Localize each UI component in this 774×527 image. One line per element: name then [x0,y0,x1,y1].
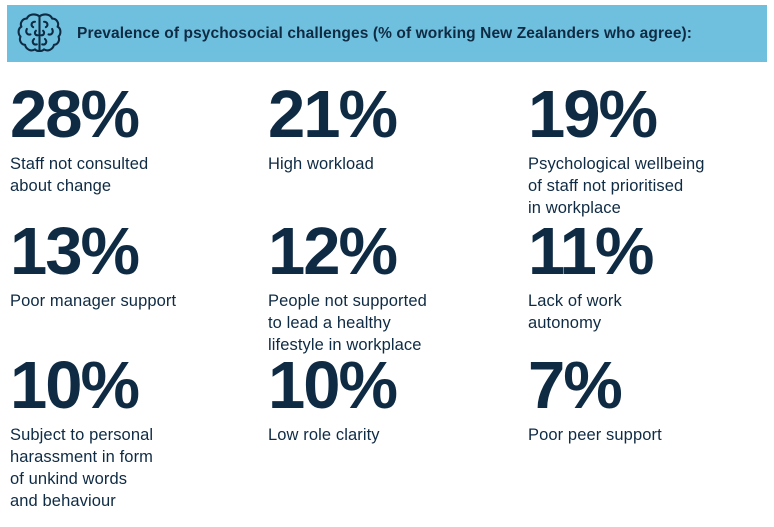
stat-label: High workload [268,155,374,174]
stat-label: Lack of work autonomy [528,292,622,333]
stat-label: Low role clarity [268,426,380,445]
stat-card-poor-manager-support: 13% Poor manager support [10,214,268,355]
stat-card-healthy-lifestyle: 12% People not supported to lead a healt… [268,214,528,355]
stat-value: 10% [10,348,140,423]
stats-grid: 28% Staff not consulted about change 21%… [0,62,774,512]
stat-value: 7% [528,348,623,423]
stat-label: Subject to personal harassment in form o… [10,426,154,511]
stat-value: 12% [268,214,398,289]
header-banner: Prevalence of psychosocial challenges (%… [7,5,767,62]
stat-label: Psychological wellbeing of staff not pri… [528,155,705,218]
stat-card-staff-not-consulted: 28% Staff not consulted about change [10,77,268,221]
stat-value: 19% [528,77,658,152]
stat-label: Poor peer support [528,426,662,445]
stat-card-low-role-clarity: 10% Low role clarity [268,348,528,512]
stat-label: Poor manager support [10,292,177,311]
stat-value: 21% [268,77,398,152]
stat-card-personal-harassment: 10% Subject to personal harassment in fo… [10,348,268,512]
stat-value: 28% [10,77,140,152]
stat-card-work-autonomy: 11% Lack of work autonomy [528,214,774,355]
stat-card-poor-peer-support: 7% Poor peer support [528,348,774,512]
stat-value: 11% [528,214,654,289]
brain-icon [16,10,63,57]
stat-label: Staff not consulted about change [10,155,149,196]
header-title: Prevalence of psychosocial challenges (%… [77,24,693,42]
stat-value: 10% [268,348,398,423]
stat-card-wellbeing-not-prioritised: 19% Psychological wellbeing of staff not… [528,77,774,221]
stat-value: 13% [10,214,140,289]
stat-label: People not supported to lead a healthy l… [268,292,427,355]
stat-card-high-workload: 21% High workload [268,77,528,221]
